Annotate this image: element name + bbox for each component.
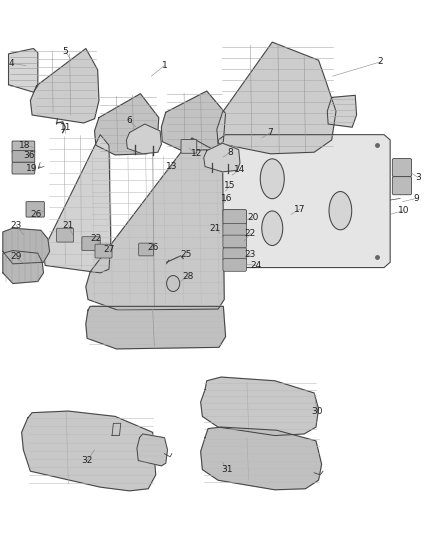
Polygon shape bbox=[218, 135, 390, 268]
Ellipse shape bbox=[329, 191, 352, 230]
Text: 14: 14 bbox=[234, 165, 246, 174]
Polygon shape bbox=[9, 49, 38, 92]
FancyBboxPatch shape bbox=[139, 243, 153, 256]
Text: 15: 15 bbox=[224, 181, 236, 190]
FancyBboxPatch shape bbox=[12, 163, 35, 174]
Text: 9: 9 bbox=[413, 194, 419, 203]
FancyBboxPatch shape bbox=[95, 244, 112, 258]
Text: 4: 4 bbox=[9, 59, 14, 68]
Text: 11: 11 bbox=[60, 123, 71, 132]
FancyBboxPatch shape bbox=[392, 176, 412, 195]
Text: 1: 1 bbox=[162, 61, 167, 70]
Text: 29: 29 bbox=[10, 253, 21, 261]
Ellipse shape bbox=[262, 211, 283, 246]
Polygon shape bbox=[95, 94, 159, 155]
Text: 32: 32 bbox=[81, 456, 93, 465]
Ellipse shape bbox=[260, 159, 284, 199]
Text: 18: 18 bbox=[19, 141, 31, 150]
FancyBboxPatch shape bbox=[12, 141, 35, 153]
Polygon shape bbox=[30, 49, 99, 123]
Text: 10: 10 bbox=[398, 206, 409, 215]
Polygon shape bbox=[161, 91, 226, 151]
Text: 24: 24 bbox=[251, 261, 262, 270]
Text: 13: 13 bbox=[166, 162, 177, 171]
Polygon shape bbox=[86, 306, 226, 349]
Text: 36: 36 bbox=[23, 151, 35, 160]
FancyBboxPatch shape bbox=[223, 209, 247, 224]
Text: 22: 22 bbox=[245, 229, 256, 238]
FancyBboxPatch shape bbox=[82, 237, 100, 251]
Text: 21: 21 bbox=[63, 221, 74, 230]
FancyBboxPatch shape bbox=[223, 223, 247, 237]
Text: 2: 2 bbox=[378, 58, 383, 66]
Polygon shape bbox=[201, 377, 318, 435]
FancyBboxPatch shape bbox=[57, 228, 74, 242]
Text: 26: 26 bbox=[31, 210, 42, 219]
FancyBboxPatch shape bbox=[181, 140, 197, 154]
Text: 5: 5 bbox=[63, 47, 68, 55]
FancyBboxPatch shape bbox=[223, 259, 247, 271]
Polygon shape bbox=[137, 434, 167, 466]
FancyBboxPatch shape bbox=[26, 201, 44, 217]
Text: 23: 23 bbox=[10, 221, 21, 230]
FancyBboxPatch shape bbox=[223, 248, 247, 261]
Polygon shape bbox=[201, 427, 321, 490]
Polygon shape bbox=[204, 143, 240, 172]
Text: 22: 22 bbox=[90, 235, 102, 244]
Circle shape bbox=[166, 276, 180, 292]
FancyBboxPatch shape bbox=[392, 159, 412, 176]
Text: 8: 8 bbox=[227, 148, 233, 157]
Text: 16: 16 bbox=[221, 194, 233, 203]
Polygon shape bbox=[3, 228, 49, 264]
Polygon shape bbox=[86, 138, 224, 310]
Text: 12: 12 bbox=[191, 149, 202, 158]
Polygon shape bbox=[43, 135, 111, 273]
FancyBboxPatch shape bbox=[12, 151, 35, 163]
Text: 7: 7 bbox=[268, 128, 273, 137]
Text: 21: 21 bbox=[210, 224, 221, 233]
Text: 23: 23 bbox=[245, 251, 256, 260]
Text: 26: 26 bbox=[147, 244, 158, 253]
Text: 27: 27 bbox=[103, 245, 115, 254]
Text: 17: 17 bbox=[294, 205, 306, 214]
Polygon shape bbox=[21, 411, 155, 491]
Polygon shape bbox=[217, 42, 336, 154]
Text: 28: 28 bbox=[182, 272, 193, 280]
Text: 31: 31 bbox=[221, 465, 233, 474]
Text: 19: 19 bbox=[26, 164, 38, 173]
Polygon shape bbox=[3, 251, 43, 284]
FancyBboxPatch shape bbox=[223, 235, 247, 248]
Text: 30: 30 bbox=[311, 407, 323, 416]
Text: 3: 3 bbox=[415, 173, 420, 182]
Text: 6: 6 bbox=[127, 116, 132, 125]
Polygon shape bbox=[127, 124, 161, 154]
Text: 25: 25 bbox=[180, 251, 192, 260]
Text: 20: 20 bbox=[247, 213, 259, 222]
Polygon shape bbox=[327, 95, 357, 127]
